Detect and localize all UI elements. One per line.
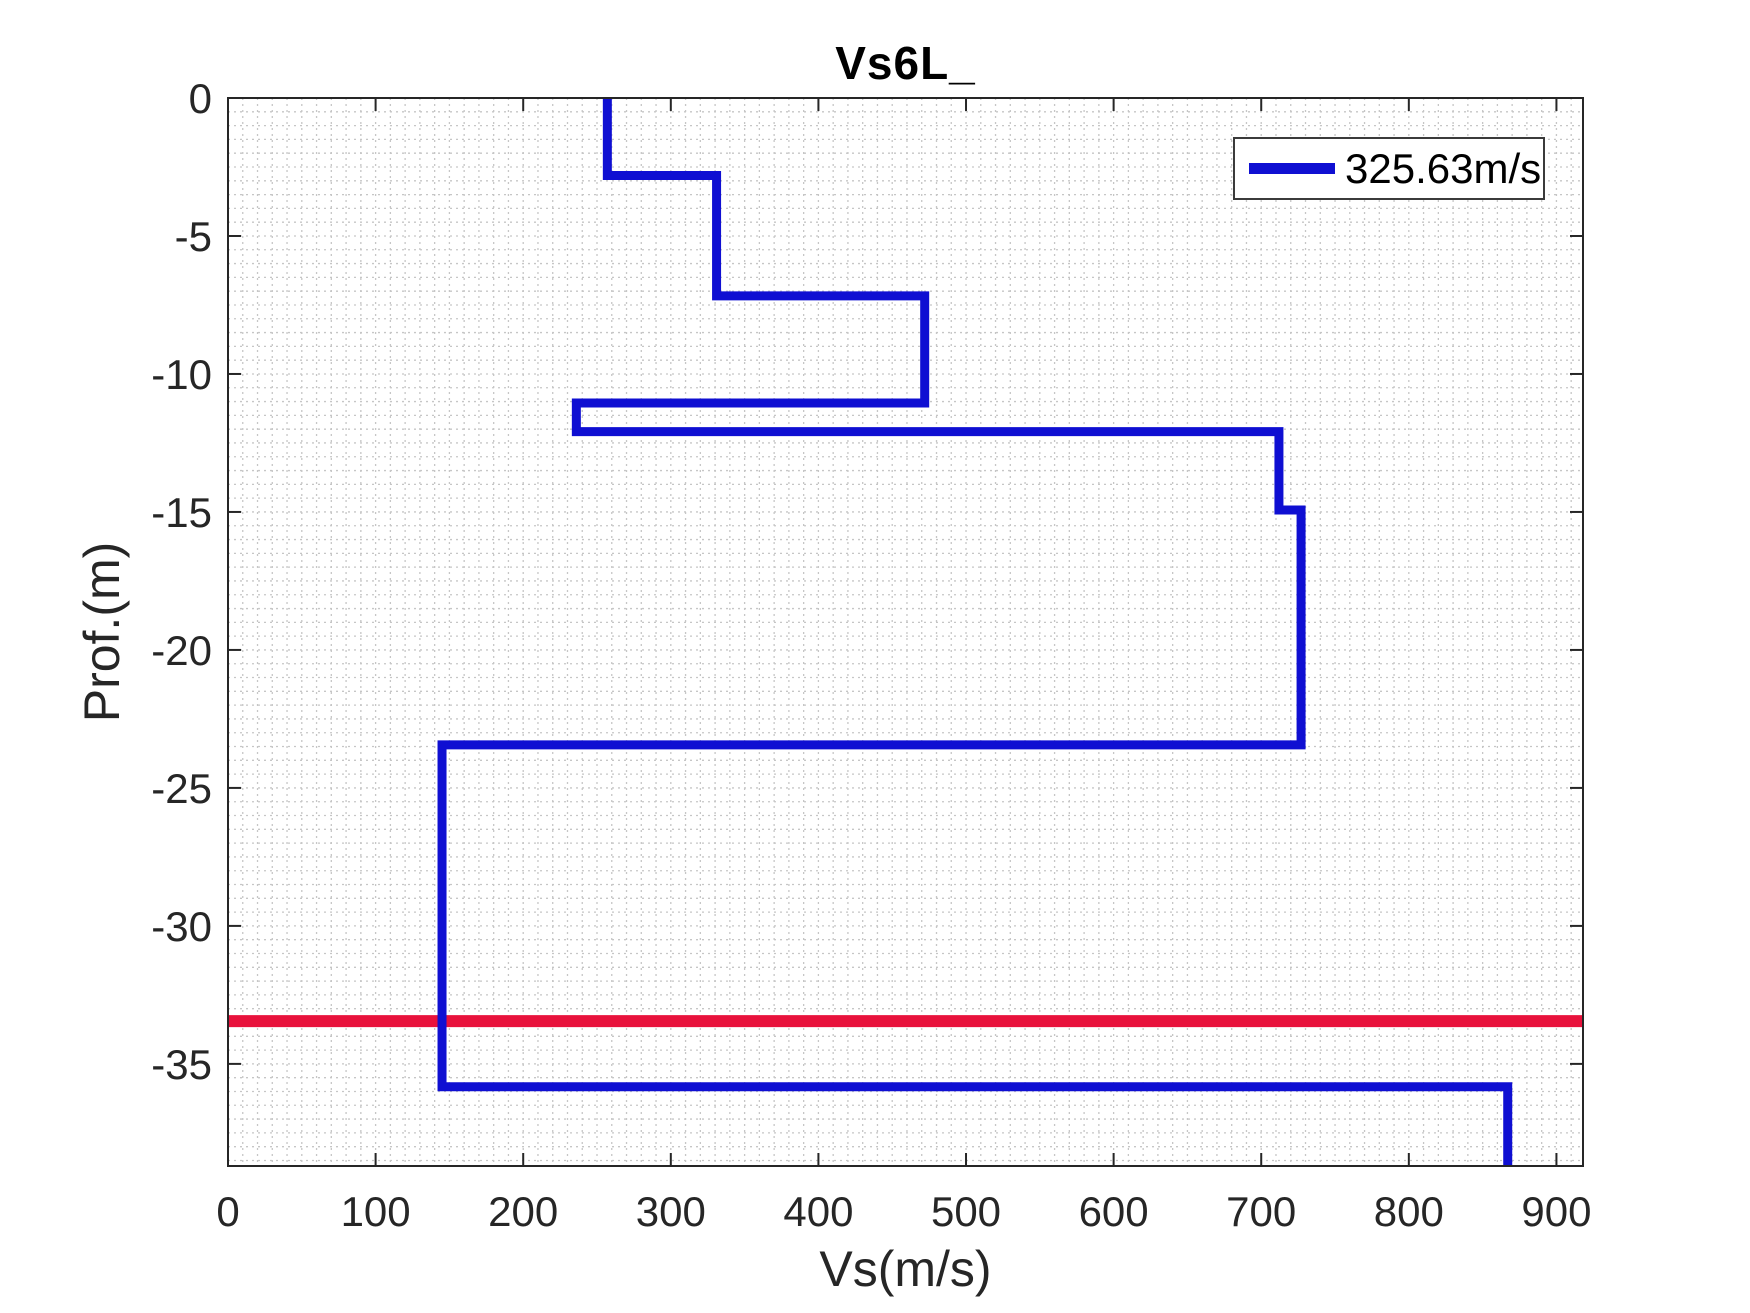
x-tick-label: 300 bbox=[636, 1188, 706, 1235]
x-tick-label: 500 bbox=[931, 1188, 1001, 1235]
x-tick-label: 400 bbox=[783, 1188, 853, 1235]
x-tick-label: 900 bbox=[1521, 1188, 1591, 1235]
y-tick-label: 0 bbox=[189, 75, 212, 122]
x-tick-label: 700 bbox=[1226, 1188, 1296, 1235]
axes-box bbox=[227, 97, 1584, 1167]
legend-box: 325.63m/s bbox=[1233, 137, 1545, 200]
y-tick-label: -20 bbox=[151, 627, 212, 674]
x-tick-label: 100 bbox=[341, 1188, 411, 1235]
x-tick-label: 800 bbox=[1374, 1188, 1444, 1235]
y-tick-label: -15 bbox=[151, 489, 212, 536]
y-tick-label: -30 bbox=[151, 903, 212, 950]
chart-title: Vs6L_ bbox=[835, 37, 976, 89]
y-tick-label: -5 bbox=[175, 213, 212, 260]
y-tick-label: -10 bbox=[151, 351, 212, 398]
y-tick-label: -35 bbox=[151, 1041, 212, 1088]
legend-line-swatch bbox=[1249, 163, 1335, 174]
x-tick-label: 0 bbox=[216, 1188, 239, 1235]
x-tick-label: 200 bbox=[488, 1188, 558, 1235]
legend-label: 325.63m/s bbox=[1345, 144, 1542, 192]
y-tick-label: -25 bbox=[151, 765, 212, 812]
x-tick-label: 600 bbox=[1079, 1188, 1149, 1235]
x-axis-label: Vs(m/s) bbox=[819, 1241, 992, 1297]
vs-profile-line bbox=[437, 98, 1513, 1166]
